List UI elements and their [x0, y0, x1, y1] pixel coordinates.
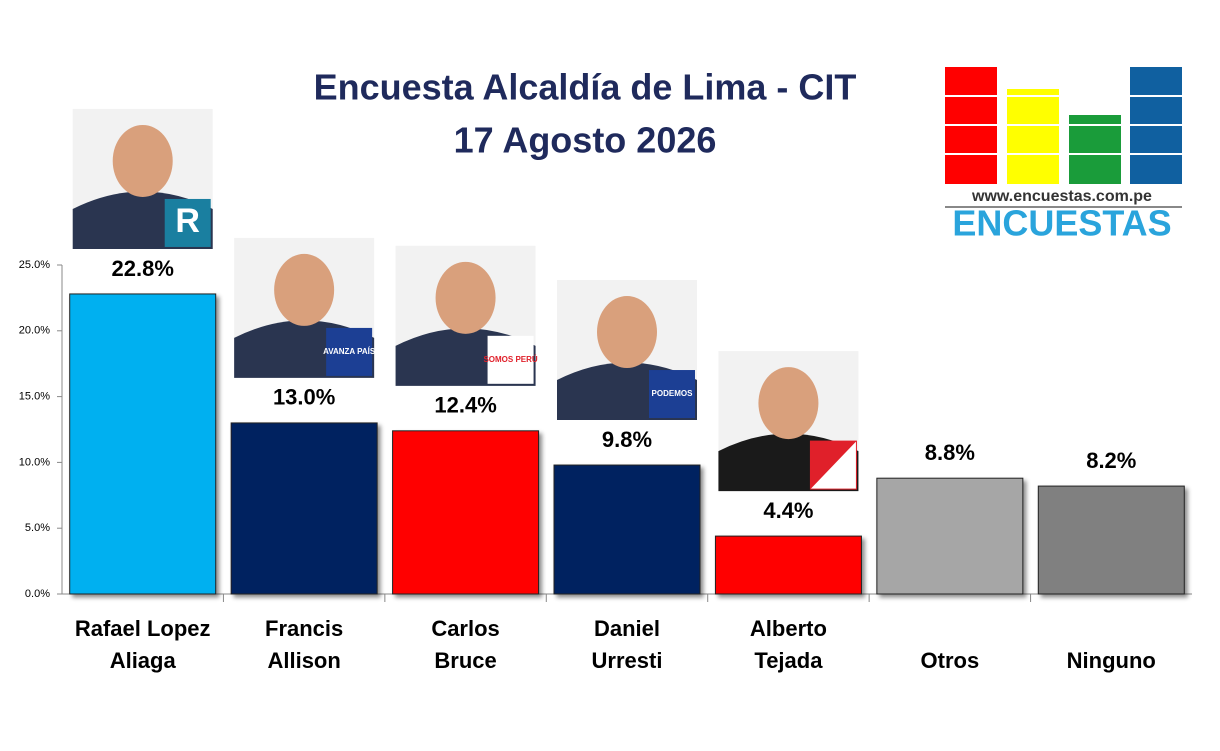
- party-logo-text: SOMOS PERÚ: [483, 355, 537, 364]
- photo-head: [597, 296, 657, 369]
- chart-subtitle: 17 Agosto 2026: [454, 120, 717, 161]
- y-tick-label: 5.0%: [25, 522, 50, 534]
- candidate-photo: SOMOS PERÚ: [395, 245, 538, 386]
- photo-head: [112, 124, 173, 197]
- party-logo-text: PODEMOS: [652, 389, 694, 398]
- value-label: 13.0%: [273, 385, 335, 410]
- x-tick-label: Otros: [920, 648, 980, 673]
- chart-title: Encuesta Alcaldía de Lima - CIT: [314, 67, 857, 108]
- x-tick-label: Alberto Tejada: [749, 616, 827, 673]
- candidate-photo: R: [72, 108, 213, 249]
- y-tick-label: 10.0%: [19, 456, 50, 468]
- value-label: 4.4%: [763, 498, 813, 523]
- bar: [69, 293, 217, 595]
- candidate-photo: AVANZA PAÍS: [234, 237, 376, 378]
- y-tick-label: 20.0%: [19, 325, 50, 337]
- y-tick-label: 25.0%: [19, 259, 50, 271]
- x-tick-label: Daniel Urresti: [591, 616, 663, 673]
- bar: [392, 430, 540, 595]
- photo-head: [274, 253, 335, 326]
- party-logo: [487, 335, 534, 384]
- candidate-photo: PODEMOS: [557, 280, 697, 421]
- party-logo: [164, 198, 211, 247]
- x-tick-label: Carlos Bruce: [431, 616, 500, 673]
- brand-url: www.encuestas.com.pe: [971, 188, 1152, 205]
- bar: [230, 422, 378, 595]
- value-label: 8.8%: [925, 440, 975, 465]
- y-tick-label: 0.0%: [25, 588, 50, 600]
- value-label: 22.8%: [112, 256, 174, 281]
- bar: [714, 535, 862, 595]
- party-logo-text: R: [175, 202, 200, 240]
- bar: [553, 464, 701, 595]
- value-label: 12.4%: [434, 393, 496, 418]
- photo-head: [435, 261, 496, 334]
- brand-name: ENCUESTAS: [952, 203, 1171, 244]
- x-tick-label: Ninguno: [1066, 648, 1156, 673]
- brand-logo: www.encuestas.com.pe ENCUESTAS: [945, 67, 1182, 244]
- bar: [1037, 485, 1185, 595]
- party-logo: [649, 370, 695, 419]
- value-label: 8.2%: [1086, 448, 1136, 473]
- value-label: 9.8%: [602, 427, 652, 452]
- x-tick-label: Rafael Lopez Aliaga: [74, 616, 211, 673]
- candidate-photo: [718, 351, 859, 492]
- party-logo: [326, 327, 373, 376]
- y-tick-label: 15.0%: [19, 391, 50, 403]
- x-tick-label: Francis Allison: [265, 616, 344, 673]
- bar: [876, 477, 1024, 595]
- photo-head: [758, 367, 819, 440]
- party-logo-text: AVANZA PAÍS: [323, 347, 376, 356]
- party-logo-shape: [810, 441, 857, 490]
